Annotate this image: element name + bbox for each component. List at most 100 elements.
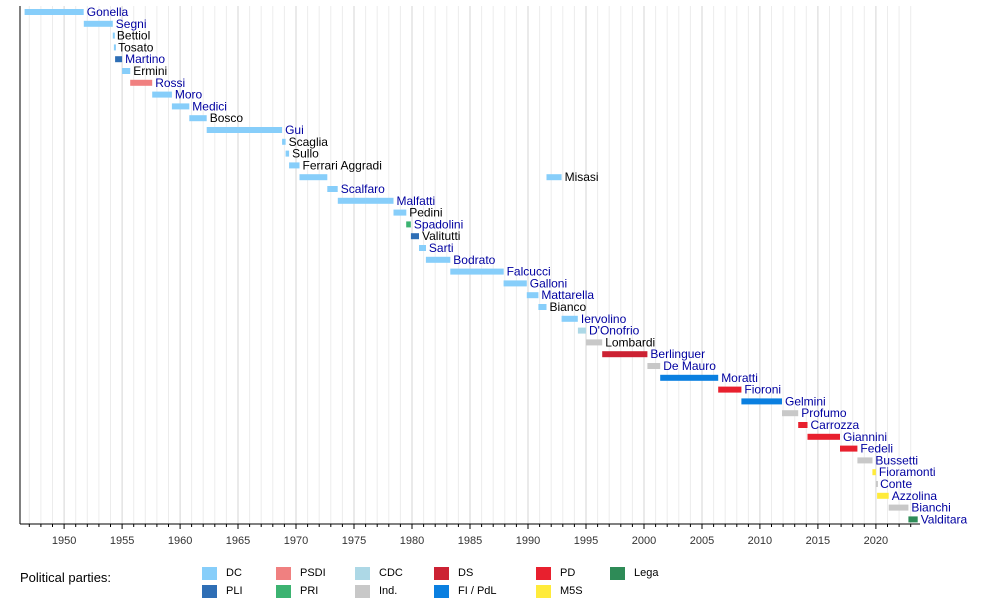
legend-swatch — [276, 567, 291, 580]
bar-misasi — [546, 174, 562, 181]
label-fioramonti[interactable]: Fioramonti — [879, 465, 936, 479]
label-sarti[interactable]: Sarti — [429, 241, 454, 255]
x-tick-label: 1975 — [342, 535, 366, 545]
legend-swatch — [536, 585, 551, 598]
label-d-onofrio[interactable]: D'Onofrio — [589, 324, 640, 338]
label-moro[interactable]: Moro — [175, 88, 203, 102]
label-sullo: Sullo — [292, 147, 319, 161]
label-spadolini[interactable]: Spadolini — [414, 217, 463, 231]
timeline-chart: GonellaSegniBettiolTosatoMartinoErminiRo… — [19, 5, 968, 545]
bar-bussetti — [857, 457, 873, 464]
label-scaglia: Scaglia — [289, 135, 329, 149]
bar-profumo — [782, 410, 799, 417]
bar-gonella — [24, 9, 84, 15]
bar-de-mauro — [647, 363, 661, 369]
bar-azzolina — [877, 492, 889, 499]
legend-swatch — [536, 567, 551, 580]
label-carrozza[interactable]: Carrozza — [811, 418, 860, 432]
x-tick-label: 1960 — [168, 535, 192, 545]
legend-swatch — [610, 567, 625, 580]
label-fedeli[interactable]: Fedeli — [860, 442, 893, 456]
x-tick-label: 1995 — [574, 535, 598, 545]
legend-label: PRI — [300, 585, 319, 597]
bar-valitutti — [410, 233, 419, 240]
x-axis: 1950 1955 1960 1965 1970 1975 1980 1985 1990 1995… — [19, 6, 920, 545]
legend-swatch — [276, 585, 291, 598]
label-de-mauro[interactable]: De Mauro — [663, 359, 716, 373]
label-malfatti[interactable]: Malfatti — [397, 194, 436, 208]
label-bodrato[interactable]: Bodrato — [453, 253, 495, 267]
label-pedini: Pedini — [409, 206, 442, 220]
label-gui[interactable]: Gui — [285, 123, 304, 137]
label-gonella[interactable]: Gonella — [87, 5, 129, 19]
bar-fioroni — [718, 386, 742, 393]
label-bianco: Bianco — [550, 300, 587, 314]
label-rossi[interactable]: Rossi — [155, 76, 185, 90]
bar-valditara — [908, 516, 918, 523]
x-tick-label: 2020 — [864, 535, 888, 545]
bar-scalfaro — [327, 186, 338, 192]
bar-galloni — [503, 280, 527, 287]
bar-ferrari-aggradi — [289, 162, 300, 169]
x-tick-label: 1955 — [110, 535, 134, 545]
bar-mattarella — [526, 292, 539, 299]
label-moratti[interactable]: Moratti — [721, 371, 758, 385]
bar-gelmini — [741, 398, 782, 405]
label-martino[interactable]: Martino — [125, 52, 165, 66]
legend-title: Political parties: — [20, 570, 112, 585]
bar-lombardi — [586, 339, 603, 346]
x-tick-label: 2015 — [806, 535, 830, 545]
legend-label: Ind. — [379, 585, 398, 597]
bar-fedeli — [840, 445, 858, 452]
label-azzolina[interactable]: Azzolina — [892, 489, 938, 503]
x-tick-label: 1985 — [458, 535, 482, 545]
bar-martino — [115, 56, 123, 63]
label-falcucci[interactable]: Falcucci — [507, 265, 551, 279]
label-ermini: Ermini — [133, 64, 167, 78]
label-fioroni[interactable]: Fioroni — [744, 383, 781, 397]
label-iervolino[interactable]: Iervolino — [581, 312, 627, 326]
x-tick-label: 2000 — [632, 535, 656, 545]
label-gelmini[interactable]: Gelmini — [785, 394, 826, 408]
x-tick-label: 1990 — [516, 535, 540, 545]
label-berlinguer[interactable]: Berlinguer — [650, 347, 705, 361]
bar-fioramonti — [872, 469, 876, 476]
bar-moro — [152, 91, 172, 98]
bar-moratti — [660, 374, 719, 381]
bar-bianchi — [888, 504, 909, 511]
label-mattarella[interactable]: Mattarella — [541, 288, 594, 302]
label-misasi: Misasi — [565, 170, 599, 184]
label-medici[interactable]: Medici — [192, 99, 227, 113]
label-lombardi: Lombardi — [605, 335, 655, 349]
minister-bars — [24, 9, 918, 523]
legend-label: FI / PdL — [458, 585, 497, 597]
label-bianchi[interactable]: Bianchi — [911, 501, 950, 515]
label-bosco: Bosco — [210, 111, 244, 125]
legend-label: PLI — [226, 585, 243, 597]
legend-label: DS — [458, 567, 474, 579]
bar-misasi — [299, 174, 328, 181]
legend-swatch — [434, 585, 449, 598]
bar-bettiol — [112, 32, 115, 39]
bar-iervolino — [561, 315, 578, 322]
x-tick-label: 1965 — [226, 535, 250, 545]
label-segni[interactable]: Segni — [116, 17, 147, 31]
bar-sarti — [419, 245, 426, 251]
legend-swatch — [434, 567, 449, 580]
label-galloni[interactable]: Galloni — [530, 276, 567, 290]
bar-sullo — [285, 150, 290, 157]
label-profumo[interactable]: Profumo — [801, 406, 847, 420]
legend-swatch — [355, 567, 370, 580]
label-conte[interactable]: Conte — [880, 477, 912, 491]
bar-pedini — [393, 209, 407, 216]
label-tosato: Tosato — [118, 40, 154, 54]
bar-giannini — [807, 433, 840, 440]
label-scalfaro[interactable]: Scalfaro — [341, 182, 385, 196]
label-bussetti[interactable]: Bussetti — [875, 453, 918, 467]
minister-labels: GonellaSegniBettiolTosatoMartinoErminiRo… — [87, 5, 968, 526]
label-valditara[interactable]: Valditara — [921, 512, 968, 526]
bar-malfatti — [337, 197, 394, 204]
bar-rossi — [130, 79, 153, 86]
label-giannini[interactable]: Giannini — [843, 430, 887, 444]
bar-conte — [875, 481, 878, 487]
